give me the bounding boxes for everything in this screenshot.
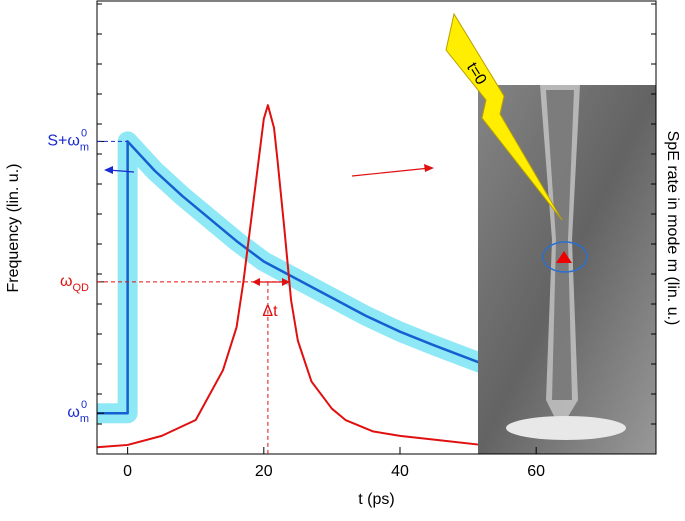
y-tick-label-sub: QD bbox=[73, 282, 90, 294]
y-tick-label-sup: 0 bbox=[81, 399, 87, 411]
x-tick-label: 60 bbox=[527, 463, 545, 480]
inset-image bbox=[445, 12, 656, 454]
y2-axis-label: SpE rate in mode m (lin. u.) bbox=[664, 131, 681, 326]
x-tick-label: 0 bbox=[123, 463, 132, 480]
spe-rate-line bbox=[96, 104, 482, 449]
x-axis-label: t (ps) bbox=[358, 491, 394, 508]
y-tick-label-main: S+ω bbox=[47, 133, 80, 150]
x-tick-label: 20 bbox=[255, 463, 273, 480]
frequency-line bbox=[97, 140, 483, 415]
y-tick-label-main: ω bbox=[67, 404, 80, 421]
plot-frame bbox=[96, 0, 657, 455]
y-tick-label: ωm 0 bbox=[67, 399, 89, 425]
y-axis-label: Frequency (lin. u.) bbox=[5, 164, 22, 293]
y-tick-label: ωQD bbox=[60, 273, 89, 294]
y-tick-label-sub: m bbox=[80, 413, 89, 425]
x-tick-label: 40 bbox=[391, 463, 409, 480]
y-tick-label-sub: m bbox=[80, 141, 89, 153]
y-tick-label: S+ωm 0 bbox=[47, 127, 89, 153]
y-tick-label-main: ω bbox=[60, 273, 73, 290]
y-tick-label-sup: 0 bbox=[81, 127, 87, 139]
delta-t-label: Δt bbox=[262, 303, 278, 320]
